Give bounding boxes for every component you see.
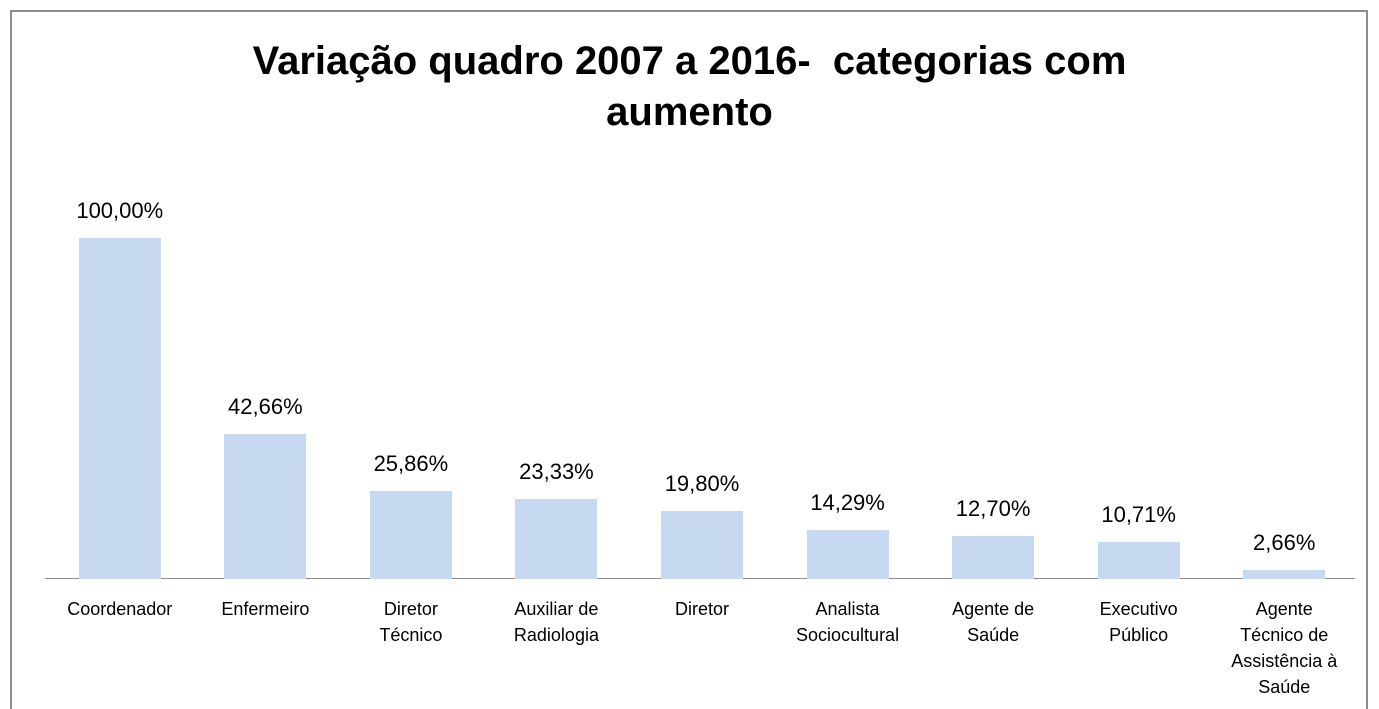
x-tick-label: Agente Técnico de Assistência à Saúde	[1231, 599, 1338, 697]
bar	[1243, 569, 1326, 579]
bar	[806, 530, 889, 579]
data-label: 25,86%	[373, 450, 449, 476]
bar	[224, 433, 307, 579]
x-tick-label: Coordenador	[67, 599, 173, 619]
bar	[661, 511, 743, 579]
data-label: 19,80%	[664, 471, 740, 497]
data-label: 42,66%	[228, 393, 303, 419]
chart-frame	[10, 10, 1368, 709]
x-tick-label: Executivo Público	[1099, 599, 1178, 645]
x-tick-label: Diretor Técnico	[379, 599, 443, 645]
data-label: 12,70%	[955, 495, 1031, 521]
bar	[952, 535, 1035, 579]
data-label: 23,33%	[519, 459, 594, 485]
bar	[369, 490, 452, 579]
data-label: 2,66%	[1253, 529, 1316, 555]
data-label: 10,71%	[1101, 502, 1176, 528]
bar	[1097, 542, 1180, 579]
x-tick-label: Enfermeiro	[221, 599, 310, 619]
chart-title: Variação quadro 2007 a 2016- categorias …	[252, 39, 1138, 134]
data-label: 100,00%	[76, 198, 164, 223]
data-label: 14,29%	[810, 490, 885, 516]
x-tick-label: Auxiliar de Radiologia	[513, 599, 599, 645]
x-tick-label: Agente de Saúde	[952, 599, 1035, 645]
bar	[78, 238, 161, 579]
bar	[515, 499, 598, 579]
x-tick-label: Diretor	[674, 599, 729, 619]
x-tick-label: Analista Sociocultural	[796, 599, 900, 645]
